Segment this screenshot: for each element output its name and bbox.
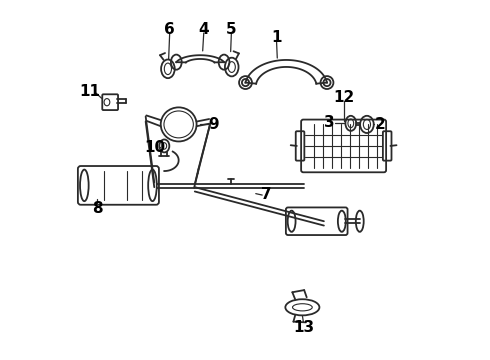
Text: 8: 8 bbox=[92, 201, 102, 216]
Text: 9: 9 bbox=[208, 117, 219, 132]
Text: 6: 6 bbox=[164, 22, 175, 37]
Text: 3: 3 bbox=[324, 115, 335, 130]
Text: 10: 10 bbox=[144, 140, 165, 154]
Text: 13: 13 bbox=[293, 320, 314, 334]
Text: 5: 5 bbox=[226, 22, 237, 37]
Text: 2: 2 bbox=[375, 117, 386, 132]
Text: 1: 1 bbox=[271, 30, 282, 45]
Text: 11: 11 bbox=[79, 84, 100, 99]
Text: 7: 7 bbox=[261, 187, 272, 202]
Text: 4: 4 bbox=[198, 22, 209, 37]
Text: 12: 12 bbox=[333, 90, 354, 105]
